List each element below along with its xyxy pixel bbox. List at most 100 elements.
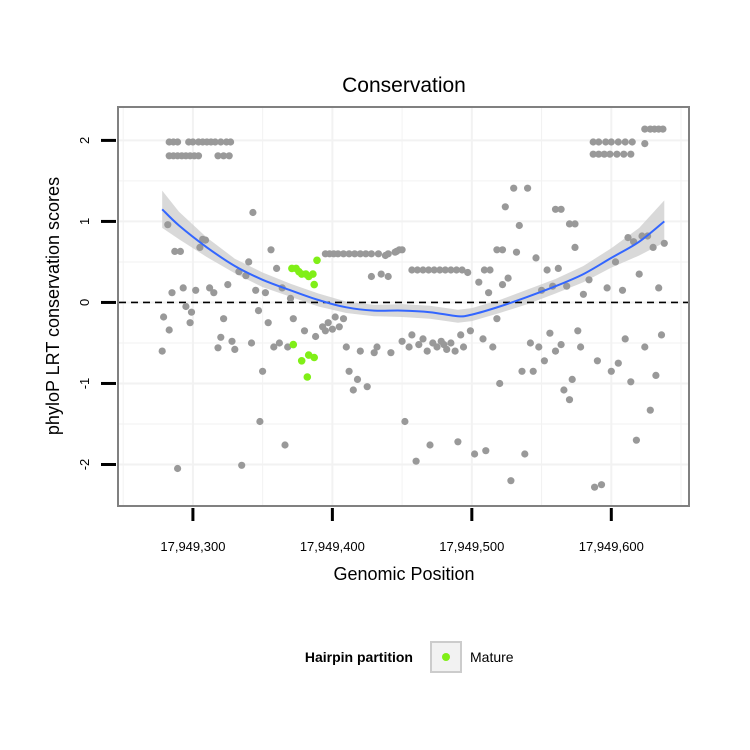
y-tick-label: -1: [77, 378, 92, 390]
data-point: [443, 345, 451, 353]
data-point: [579, 290, 588, 298]
data-point: [392, 247, 401, 255]
data-point: [641, 125, 649, 133]
data-point: [206, 284, 214, 292]
legend: Hairpin partition Mature: [305, 641, 514, 673]
data-point: [281, 441, 289, 449]
data-point: [174, 464, 182, 473]
data-point: [466, 327, 474, 335]
data-point: [217, 138, 225, 146]
data-point: [227, 138, 235, 146]
data-point: [486, 266, 494, 274]
data-point: [635, 270, 643, 278]
data-point: [356, 250, 364, 258]
data-point: [174, 138, 182, 146]
panel-border: [117, 106, 690, 507]
data-point: [328, 325, 336, 333]
data-point: [532, 254, 540, 262]
data-point: [632, 436, 641, 444]
data-point: [405, 343, 413, 351]
data-point: [493, 246, 501, 254]
data-point: [220, 152, 228, 160]
data-point: [412, 457, 420, 465]
data-point: [496, 379, 504, 388]
mature-point: [310, 280, 319, 289]
data-point: [334, 250, 342, 258]
data-point: [430, 266, 438, 274]
data-point: [457, 331, 465, 339]
data-point: [510, 184, 518, 192]
data-point: [660, 239, 668, 247]
data-point: [194, 152, 203, 160]
data-point: [284, 343, 292, 351]
data-point: [659, 125, 667, 133]
data-point: [231, 345, 239, 353]
data-point: [557, 341, 565, 349]
data-point: [501, 203, 509, 211]
data-point: [342, 343, 350, 351]
data-point: [168, 289, 176, 297]
data-point: [603, 284, 611, 292]
data-point: [498, 281, 507, 289]
data-point: [331, 313, 339, 321]
data-point: [300, 327, 309, 335]
data-point: [165, 326, 173, 334]
data-point: [211, 138, 219, 146]
data-point: [606, 150, 614, 158]
data-point: [245, 258, 253, 266]
data-point: [363, 383, 371, 391]
x-tick-label: 17,949,500: [439, 539, 504, 554]
mature-point: [303, 373, 312, 381]
data-point: [565, 220, 574, 228]
mature-point: [309, 270, 317, 278]
data-point: [252, 286, 260, 294]
data-point: [160, 313, 168, 321]
data-point: [613, 150, 621, 158]
data-points: [158, 125, 668, 491]
data-point: [454, 438, 462, 446]
data-point: [529, 367, 537, 375]
data-point: [458, 266, 466, 274]
data-point: [415, 341, 423, 349]
data-point: [540, 357, 549, 365]
data-point: [164, 221, 172, 229]
data-point: [621, 335, 629, 343]
data-point: [551, 347, 560, 355]
data-point: [512, 248, 521, 256]
data-point: [196, 243, 204, 251]
data-point: [480, 266, 488, 274]
data-point: [176, 247, 184, 255]
data-point: [447, 339, 455, 347]
mature-point: [310, 353, 319, 362]
data-point: [554, 264, 562, 272]
data-point: [646, 406, 654, 414]
data-point: [452, 266, 461, 274]
data-point: [652, 371, 660, 379]
y-tick-label: 1: [77, 218, 92, 225]
data-point: [286, 294, 295, 302]
data-point: [324, 319, 332, 327]
data-point: [419, 266, 427, 274]
data-point: [321, 327, 329, 335]
data-point: [451, 347, 459, 355]
x-axis: 17,949,300 17,949,400 17,949,500 17,949,600: [160, 508, 644, 554]
data-point: [423, 347, 431, 355]
y-axis: -2 -1 0 1 2: [77, 137, 116, 470]
data-point: [171, 247, 179, 255]
data-point: [568, 375, 576, 383]
data-point: [611, 258, 620, 266]
data-point: [189, 138, 197, 146]
data-point: [504, 274, 512, 282]
data-point: [228, 337, 236, 345]
smooth-trend-line: [161, 208, 665, 318]
data-point: [214, 344, 222, 352]
data-point: [254, 307, 263, 315]
data-point: [264, 319, 272, 327]
data-point: [565, 396, 574, 404]
data-point: [628, 138, 636, 146]
data-point: [259, 367, 267, 375]
data-point: [563, 282, 571, 290]
data-point: [597, 481, 606, 489]
data-point: [433, 343, 441, 351]
